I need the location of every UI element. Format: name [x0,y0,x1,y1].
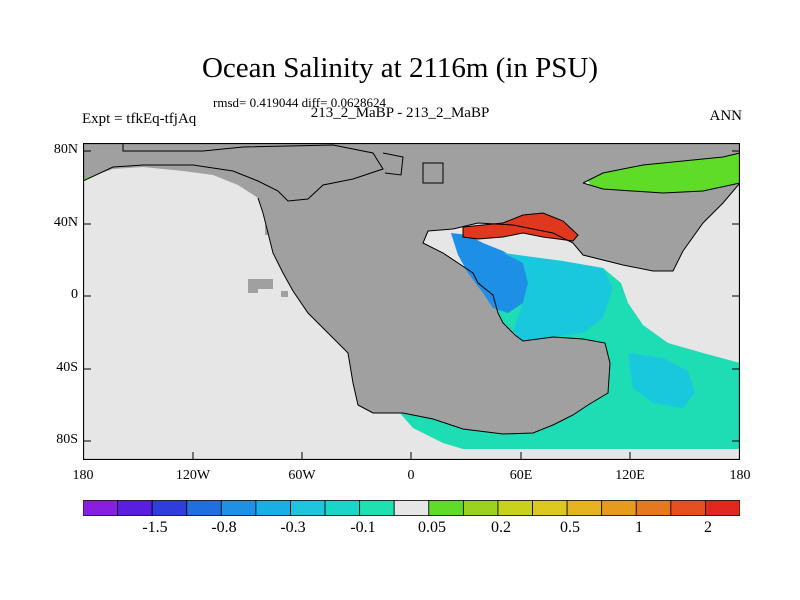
lon-label-60w: 60W [288,468,316,483]
lon-label-60e: 60E [509,468,533,483]
colorbar [83,500,740,516]
colorbar-label-5: 0.05 [418,519,446,536]
island-west-2 [248,279,273,293]
negative-anomaly-east [628,353,695,408]
colorbar-box [255,500,291,516]
lat-label-0: 0 [71,287,78,302]
negative-anomaly-margin [503,253,613,341]
colorbar-box [83,500,118,516]
continent-main [83,143,740,434]
arctic-ocean-east [583,153,740,193]
colorbar-label-6: 0.2 [491,519,511,536]
colorbar-box [393,500,430,516]
colorbar-box [566,500,603,516]
colorbar-label-4: -0.1 [350,519,376,536]
colorbar-box [601,500,637,516]
colorbar-box [151,500,188,516]
lon-label-0: 0 [407,468,415,483]
lat-label-80s: 80S [56,432,78,447]
lon-label-180w: 180 [72,468,94,483]
lat-label-40n: 40N [53,215,78,230]
season-label: ANN [709,108,743,124]
colorbar-box [186,500,222,516]
colorbar-box [670,500,706,516]
negative-anomaly-core [451,233,528,313]
lat-label-80n: 80N [53,142,78,157]
lon-label-120e: 120E [615,468,645,483]
colorbar-box [532,500,568,516]
axis-ticks [83,150,740,460]
colorbar-label-1: -1.5 [142,519,168,536]
lat-label-40s: 40S [56,360,78,375]
colorbar-box [462,500,499,516]
colorbar-box [220,500,257,516]
colorbar-box [117,500,153,516]
colorbar-label-7: 0.5 [560,519,580,536]
colorbar-box [290,500,326,516]
colorbar-label-2: -0.8 [211,519,237,536]
colorbar-label-9: 2 [704,519,712,536]
colorbar-box [635,500,672,516]
lon-label-180e: 180 [729,468,751,483]
stats-label: rmsd= 0.419044 diff= 0.0628624 [213,95,386,110]
period-label: 213_2_MaBP - 213_2_MaBP [310,105,490,121]
colorbar-box [359,500,395,516]
experiment-label: Expt = tfkEq-tfjAq [82,111,197,127]
colorbar-label-3: -0.3 [280,519,306,536]
colorbar-box [497,500,533,516]
chart-title: Ocean Salinity at 2116m (in PSU) [201,52,599,84]
colorbar-box [705,500,740,516]
colorbar-label-8: 1 [635,519,643,536]
colorbar-box [428,500,464,516]
coastline-outlines [83,143,740,435]
lon-label-120w: 120W [175,468,211,483]
colorbar-box [324,500,361,516]
island-west-3 [281,291,288,297]
salinity-map [83,143,740,460]
